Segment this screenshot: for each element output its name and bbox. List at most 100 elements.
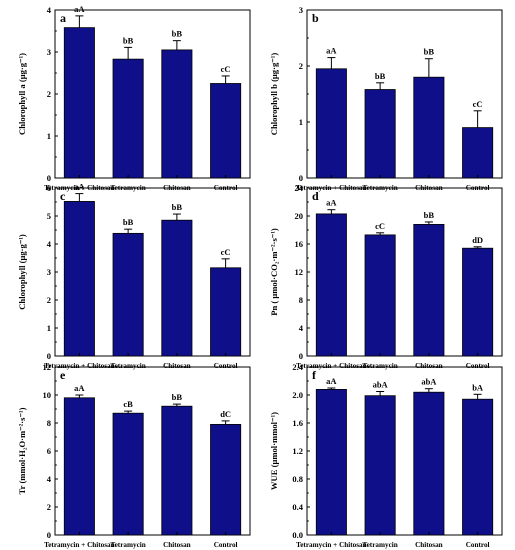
significance-label: bA (472, 382, 484, 392)
y-tick-label: 12 (295, 267, 304, 277)
significance-label: bB (172, 202, 183, 212)
x-tick-label: Control (214, 362, 238, 370)
significance-label: bB (375, 71, 386, 81)
y-tick-label: 0 (47, 173, 51, 183)
y-tick-label: 2.4 (292, 362, 303, 372)
bar-e-1 (63, 397, 95, 536)
y-tick-label: 3 (47, 267, 51, 277)
x-tick-label: Tetramycin (362, 541, 397, 549)
bar-b-1 (315, 68, 347, 179)
y-tick-label: 1 (299, 117, 303, 127)
y-tick-label: 8 (47, 418, 51, 428)
significance-label: cC (375, 221, 385, 231)
y-tick-label: 0.8 (292, 474, 303, 484)
significance-label: cC (473, 99, 483, 109)
y-tick-label: 2.0 (292, 390, 303, 400)
y-tick-label: 0.4 (292, 502, 303, 512)
y-tick-label: 1 (47, 323, 51, 333)
y-tick-label: 2 (47, 89, 51, 99)
y-axis-label: WUE (μmol·mmol⁻¹) (269, 412, 279, 490)
x-tick-label: Tetramycin + Chitosan (296, 541, 367, 549)
x-tick-label: Chitosan (163, 362, 191, 370)
x-tick-label: Chitosan (415, 541, 443, 549)
bar-d-3 (413, 223, 445, 357)
y-tick-label: 0 (47, 530, 51, 540)
y-tick-label: 10 (43, 390, 52, 400)
bar-f-3 (413, 391, 445, 536)
y-tick-label: 24 (295, 183, 304, 193)
significance-label: aA (74, 182, 85, 192)
x-tick-label: Control (466, 541, 490, 549)
bar-e-3 (161, 405, 193, 536)
y-tick-label: 4 (47, 474, 52, 484)
x-tick-label: Chitosan (163, 541, 191, 549)
significance-label: dD (472, 235, 483, 245)
y-tick-label: 1.2 (292, 446, 303, 456)
x-tick-label: Tetramycin (362, 362, 397, 370)
y-axis-label: Tr (mmol·H₂O·m⁻²·s⁻¹) (17, 407, 27, 494)
chart-panel-f: 0.0 0.4 0.8 1.2 1.6 2.0 2.4 f WUE (μmol·mmol⁻¹) a… (269, 362, 503, 549)
y-tick-label: 3 (47, 47, 51, 57)
y-tick-label: 4 (47, 239, 52, 249)
y-axis-label: Chlorophyll (μg·g⁻¹) (17, 234, 27, 310)
x-tick-label: Tetramycin + Chitosan (44, 541, 115, 549)
bar-f-1 (315, 388, 347, 536)
y-tick-label: 2 (299, 61, 303, 71)
y-tick-label: 4 (299, 323, 304, 333)
y-tick-label: 0 (299, 173, 303, 183)
significance-label: cB (123, 399, 133, 409)
bar-e-4 (210, 423, 242, 536)
significance-label: aA (74, 383, 85, 393)
significance-label: cC (221, 64, 231, 74)
panel-letter: f (312, 368, 317, 382)
y-tick-label: 6 (47, 183, 51, 193)
y-tick-label: 4 (47, 5, 52, 15)
panel-letter: c (60, 189, 66, 203)
significance-label: bB (424, 210, 435, 220)
y-tick-label: 20 (295, 211, 304, 221)
significance-label: cC (221, 247, 231, 257)
bar-b-2 (364, 89, 396, 179)
y-tick-label: 2 (47, 295, 51, 305)
bar-b-4 (462, 127, 494, 179)
y-tick-label: 1 (47, 131, 51, 141)
significance-label: bB (172, 29, 183, 39)
bar-c-1 (63, 201, 95, 357)
significance-label: abA (421, 377, 437, 387)
significance-label: aA (326, 376, 337, 386)
bar-f-4 (462, 398, 494, 536)
bar-a-3 (161, 49, 193, 179)
y-axis-label: Chlorophyll b (μg·g⁻¹) (269, 53, 279, 136)
bar-c-2 (112, 232, 144, 357)
y-tick-label: 16 (295, 239, 304, 249)
y-tick-label: 2 (47, 502, 51, 512)
y-tick-label: 12 (43, 362, 52, 372)
y-tick-label: 8 (299, 295, 303, 305)
significance-label: aA (326, 46, 337, 56)
y-tick-label: 0.0 (292, 530, 303, 540)
bar-c-4 (210, 267, 242, 357)
bar-b-3 (413, 76, 445, 179)
y-tick-label: 3 (299, 5, 303, 15)
bar-a-2 (112, 58, 144, 179)
significance-label: dC (220, 409, 231, 419)
bar-d-4 (462, 247, 494, 357)
significance-label: bB (424, 47, 435, 57)
significance-label: abA (373, 380, 389, 390)
panel-letter: e (60, 368, 66, 382)
bar-a-1 (63, 27, 95, 179)
y-tick-label: 0 (299, 351, 303, 361)
significance-label: aA (326, 198, 337, 208)
significance-label: bB (172, 392, 183, 402)
y-tick-label: 5 (47, 211, 51, 221)
chart-panel-e: 0 2 4 6 8 10 12 e Tr (mmol·H₂O·m⁻²·s⁻¹) aA Tetramy… (17, 362, 251, 549)
chart-panel-d: 0 4 8 12 16 20 24 d Pn ( μmol·CO₂·m⁻²·s⁻¹) aA Tetr… (269, 183, 503, 370)
x-tick-label: Chitosan (415, 362, 443, 370)
y-tick-label: 1.6 (292, 418, 303, 428)
bar-f-2 (364, 395, 396, 536)
bar-d-2 (364, 234, 396, 357)
